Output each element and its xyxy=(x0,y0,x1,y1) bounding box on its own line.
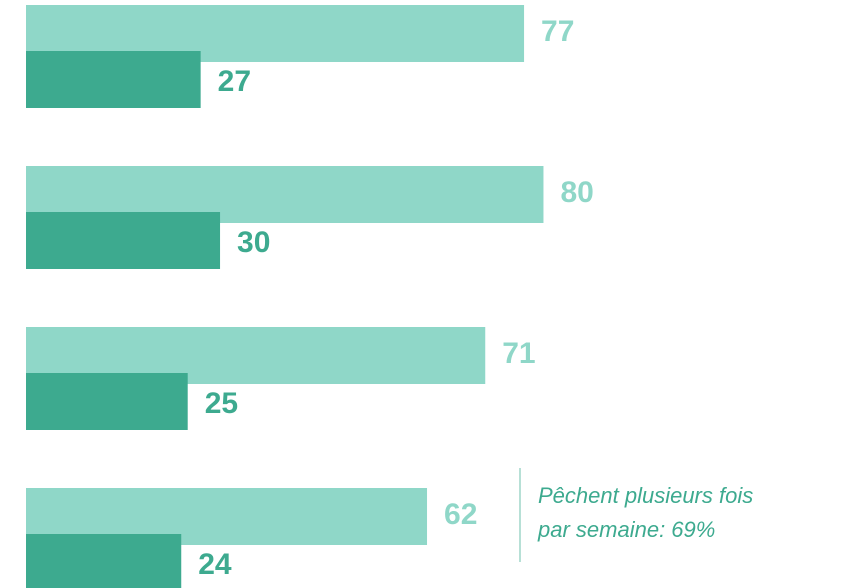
bar xyxy=(26,51,201,108)
annotation: par semaine: 69% xyxy=(537,517,715,542)
value-label: 71 xyxy=(502,337,535,370)
bar xyxy=(26,212,221,269)
value-label: 77 xyxy=(541,15,574,48)
value-label: 27 xyxy=(218,65,251,98)
annotation: Pêchent plusieurs fois xyxy=(538,483,753,508)
value-label: 30 xyxy=(237,226,270,259)
value-label: 24 xyxy=(198,548,232,581)
bar xyxy=(26,534,182,588)
value-label: 25 xyxy=(205,387,238,420)
value-label: 80 xyxy=(560,176,593,209)
bar xyxy=(26,373,188,430)
value-label: 62 xyxy=(444,498,477,531)
